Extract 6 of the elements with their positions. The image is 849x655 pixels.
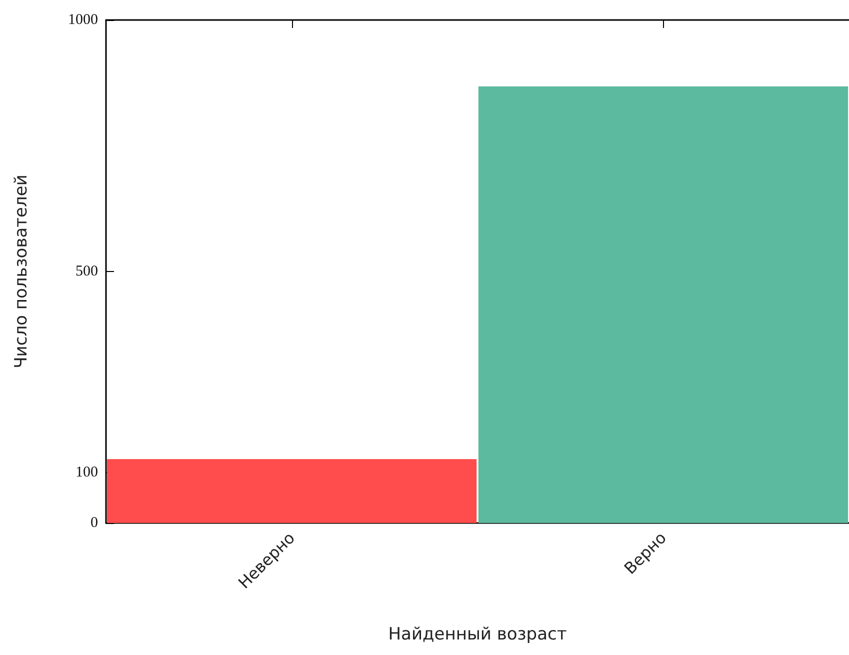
y-axis-title: Число пользователей (12, 174, 32, 368)
y-tick-label: 500 (76, 264, 98, 280)
y-tick-label: 0 (90, 515, 98, 531)
y-tick-label: 1000 (68, 12, 98, 28)
y-tick-label: 100 (76, 464, 98, 481)
x-axis-title: Найденный возраст (388, 624, 567, 644)
